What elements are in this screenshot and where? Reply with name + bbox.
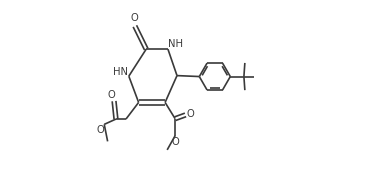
Text: O: O xyxy=(108,91,116,100)
Text: NH: NH xyxy=(168,39,183,49)
Text: O: O xyxy=(131,13,139,23)
Text: O: O xyxy=(96,125,104,135)
Text: O: O xyxy=(171,137,179,147)
Text: HN: HN xyxy=(113,67,128,77)
Text: O: O xyxy=(187,109,195,119)
